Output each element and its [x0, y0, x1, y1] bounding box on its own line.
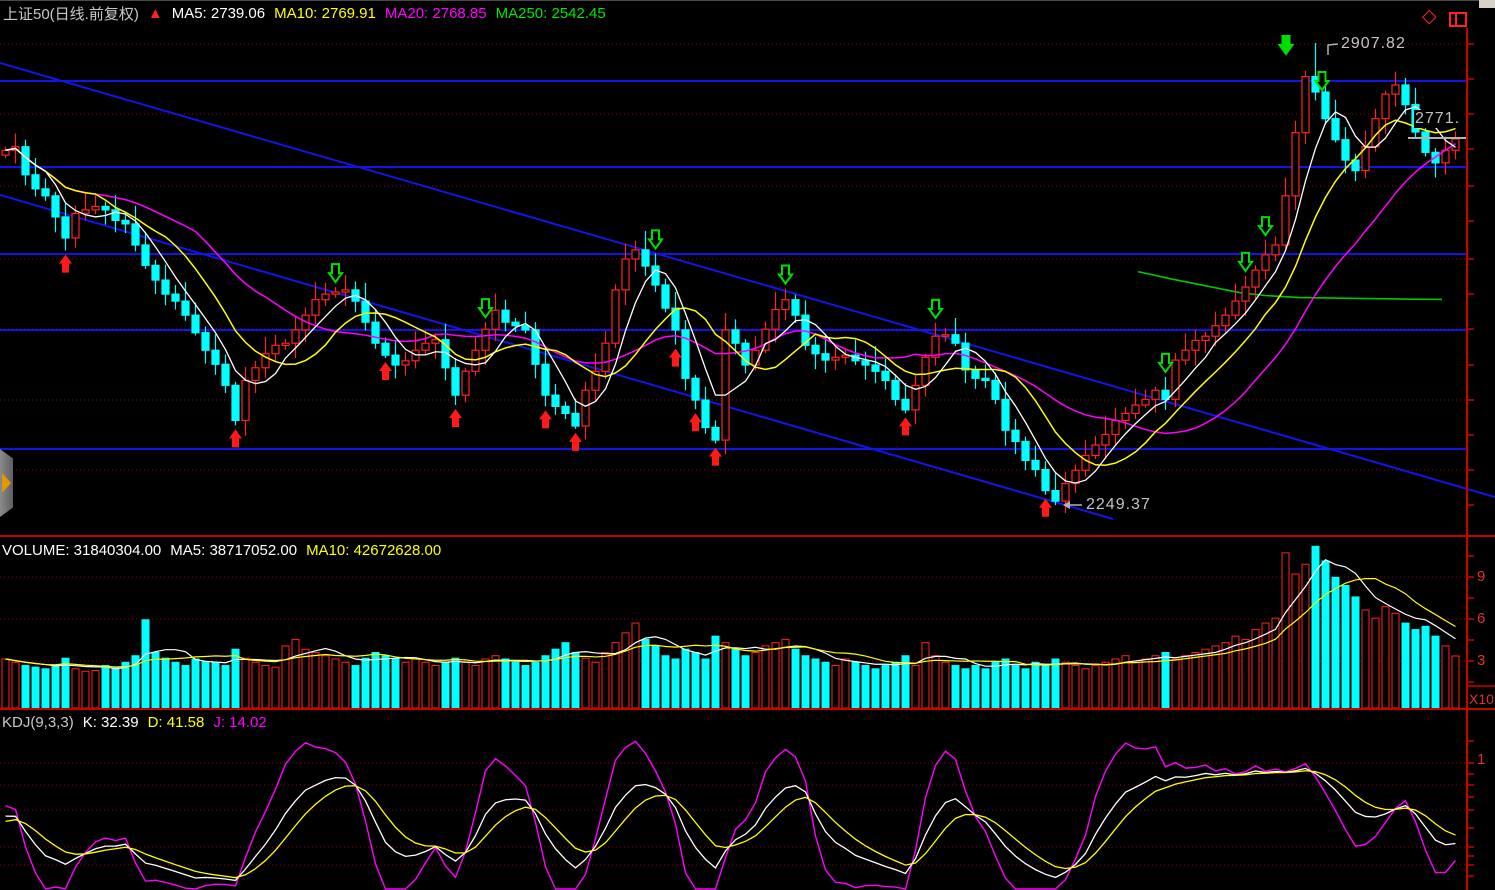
ma20-value: MA20: 2768.85 [384, 5, 487, 22]
ma10-value: MA10: 2769.91 [274, 5, 376, 22]
volume-axis-multiplier: X10 [1469, 691, 1494, 707]
left-panel-expand-handle[interactable] [0, 449, 13, 517]
high-price-annotation: 2907.82 [1341, 35, 1406, 52]
kdj-indicator-label: KDJ(9,3,3) [2, 714, 74, 731]
volume-axis-label-6: 6 [1477, 610, 1486, 627]
up-arrow-icon: ▲ [147, 5, 163, 22]
window-layout-icon-divider [1455, 14, 1457, 25]
instrument-title: 上证50(日线.前复权) [3, 6, 139, 23]
kdj-d-value: D: 41.58 [147, 714, 205, 731]
window-layout-icon[interactable] [1449, 12, 1467, 27]
last-price-marker-label: 2771. [1414, 110, 1462, 128]
main-pane-header: 上证50(日线.前复权) ▲ MA5: 2739.06 MA10: 2769.9… [3, 3, 606, 24]
kdj-j-value: J: 14.02 [213, 714, 267, 731]
ma250-value: MA250: 2542.45 [495, 5, 606, 22]
diamond-tool-icon[interactable]: ◇ [1422, 6, 1437, 27]
volume-pane-header: VOLUME: 31840304.00 MA5: 38717052.00 MA1… [2, 542, 441, 559]
expand-arrow-icon [2, 473, 11, 493]
kdj-axis-label: 1 [1477, 751, 1486, 768]
kdj-pane-header: KDJ(9,3,3) K: 32.39 D: 41.58 J: 14.02 [2, 714, 267, 731]
kdj-k-value: K: 32.39 [82, 714, 139, 731]
ma5-value: MA5: 2739.06 [171, 5, 266, 22]
volume-ma10-value: MA10: 42672628.00 [306, 542, 442, 559]
volume-value: VOLUME: 31840304.00 [2, 542, 162, 559]
window-top-border [0, 0, 1495, 1]
low-price-annotation: 2249.37 [1086, 496, 1151, 513]
scrollbar-corner [1479, 0, 1495, 8]
volume-axis-label-3: 3 [1477, 652, 1486, 669]
volume-ma5-value: MA5: 38717052.00 [170, 542, 298, 559]
volume-axis-label-9: 9 [1477, 568, 1486, 585]
